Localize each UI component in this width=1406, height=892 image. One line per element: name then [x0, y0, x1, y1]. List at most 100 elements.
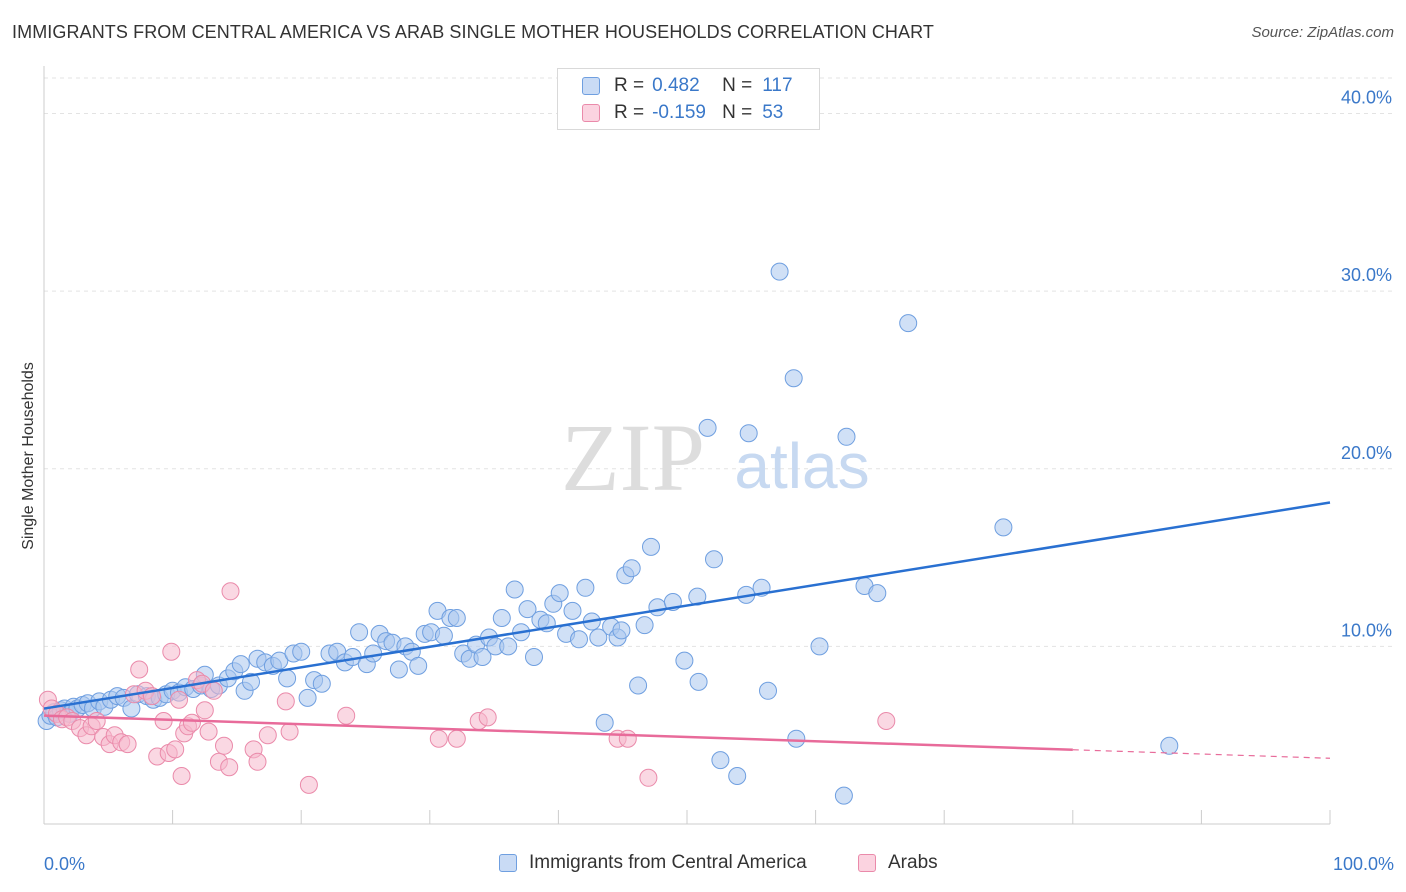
data-point-central-america [350, 623, 369, 642]
data-point-arabs [258, 726, 277, 745]
data-point-central-america [612, 621, 631, 640]
data-point-arabs [299, 775, 318, 794]
trend-lines [43, 501, 1331, 759]
trend-line-solid [43, 714, 1073, 752]
legend-n-value: 117 [762, 75, 793, 96]
legend-item-central-america: Immigrants from Central America [499, 852, 807, 874]
correlation-legend: R = 0.482 N = 117 R = -0.159 N = 53 [557, 68, 820, 130]
data-point-central-america [635, 616, 654, 635]
data-point-central-america [389, 660, 408, 679]
data-point-central-america [622, 559, 641, 578]
data-point-arabs [166, 740, 185, 759]
data-point-central-america [705, 550, 723, 569]
watermark: ZIP atlas [561, 404, 870, 511]
data-point-arabs [195, 701, 214, 720]
data-point-central-america [570, 630, 588, 649]
legend-n-label: N = [722, 75, 753, 96]
data-point-arabs [130, 660, 149, 679]
legend-n-label: N = [722, 102, 753, 123]
data-point-arabs [199, 722, 218, 741]
data-point-central-america [868, 584, 887, 603]
data-point-arabs [639, 768, 658, 787]
legend-r-label: R = [614, 102, 645, 123]
data-points [37, 262, 1179, 805]
data-point-central-america [629, 676, 648, 695]
legend-n-value: 53 [762, 102, 784, 123]
legend-r-value: -0.159 [652, 102, 706, 123]
data-point-arabs [280, 722, 299, 741]
data-point-central-america [994, 518, 1013, 537]
legend-r-value: 0.482 [652, 75, 700, 96]
data-point-central-america [563, 601, 582, 620]
source-label: Source: ZipAtlas.com [1251, 24, 1394, 41]
data-point-central-america [525, 648, 543, 666]
chart-title: IMMIGRANTS FROM CENTRAL AMERICA VS ARAB … [12, 22, 934, 42]
data-point-arabs [276, 692, 295, 711]
data-point-central-america [675, 651, 694, 670]
data-point-arabs [220, 758, 239, 777]
data-point-central-america [728, 767, 747, 785]
data-point-arabs [170, 690, 188, 709]
data-point-central-america [1160, 736, 1179, 755]
y-tick-label: 40.0% [1341, 88, 1392, 108]
data-point-central-america [759, 681, 777, 700]
data-point-central-america [589, 628, 608, 647]
data-point-central-america [834, 786, 853, 805]
data-point-arabs [478, 708, 497, 727]
x-tick-labels: 0.0% 100.0% [44, 854, 1394, 874]
data-point-central-america [837, 427, 856, 446]
data-point-arabs [248, 752, 267, 771]
data-point-central-america [810, 637, 829, 656]
legend-swatch-blue [582, 77, 600, 95]
data-point-central-america [242, 672, 260, 691]
data-point-arabs [87, 712, 106, 730]
data-point-central-america [648, 598, 667, 617]
legend-label-arabs: Arabs [888, 852, 938, 873]
data-point-central-america [595, 713, 614, 732]
data-point-central-america [518, 600, 537, 619]
data-point-central-america [698, 418, 717, 437]
data-point-central-america [292, 642, 311, 661]
data-point-central-america [473, 648, 492, 666]
data-point-central-america [434, 626, 453, 645]
data-point-central-america [447, 609, 466, 627]
y-tick-label: 10.0% [1341, 620, 1392, 640]
legend-swatch-pink [858, 854, 876, 872]
legend-r-label: R = [614, 75, 645, 96]
y-tick-label: 30.0% [1341, 265, 1392, 285]
trend-line-dashed [1072, 749, 1331, 759]
data-point-central-america [711, 751, 730, 770]
data-point-central-america [409, 656, 428, 675]
data-point-central-america [770, 262, 789, 281]
data-point-arabs [221, 582, 240, 601]
data-point-central-america [787, 729, 806, 748]
trend-line-solid [43, 501, 1331, 710]
watermark-zip: ZIP [561, 404, 705, 511]
data-point-arabs [877, 712, 896, 730]
y-tick-label: 20.0% [1341, 443, 1392, 463]
data-point-central-america [492, 609, 511, 627]
data-point-arabs [118, 735, 137, 754]
data-point-central-america [689, 672, 708, 691]
legend-swatch-blue [499, 854, 517, 872]
data-point-central-america [270, 651, 289, 670]
data-point-arabs [182, 713, 201, 732]
data-point-central-america [231, 655, 250, 674]
data-point-arabs [162, 642, 181, 661]
data-point-arabs [447, 729, 466, 748]
legend-swatch-pink [582, 104, 600, 122]
y-axis-label: Single Mother Households [20, 362, 37, 550]
data-point-arabs [618, 729, 637, 748]
data-point-arabs [215, 736, 233, 755]
x-tick-label: 0.0% [44, 854, 85, 874]
data-point-central-america [298, 688, 317, 707]
data-point-central-america [550, 584, 569, 603]
data-point-central-america [312, 674, 331, 693]
data-point-arabs [172, 767, 191, 785]
legend-label-central-america: Immigrants from Central America [529, 852, 807, 873]
data-point-central-america [899, 314, 918, 333]
data-point-central-america [739, 424, 758, 443]
legend-row-central-america: R = 0.482 N = 117 [582, 75, 793, 97]
data-point-central-america [499, 637, 518, 656]
y-tick-labels: 10.0% 20.0% 30.0% 40.0% [1341, 88, 1392, 641]
